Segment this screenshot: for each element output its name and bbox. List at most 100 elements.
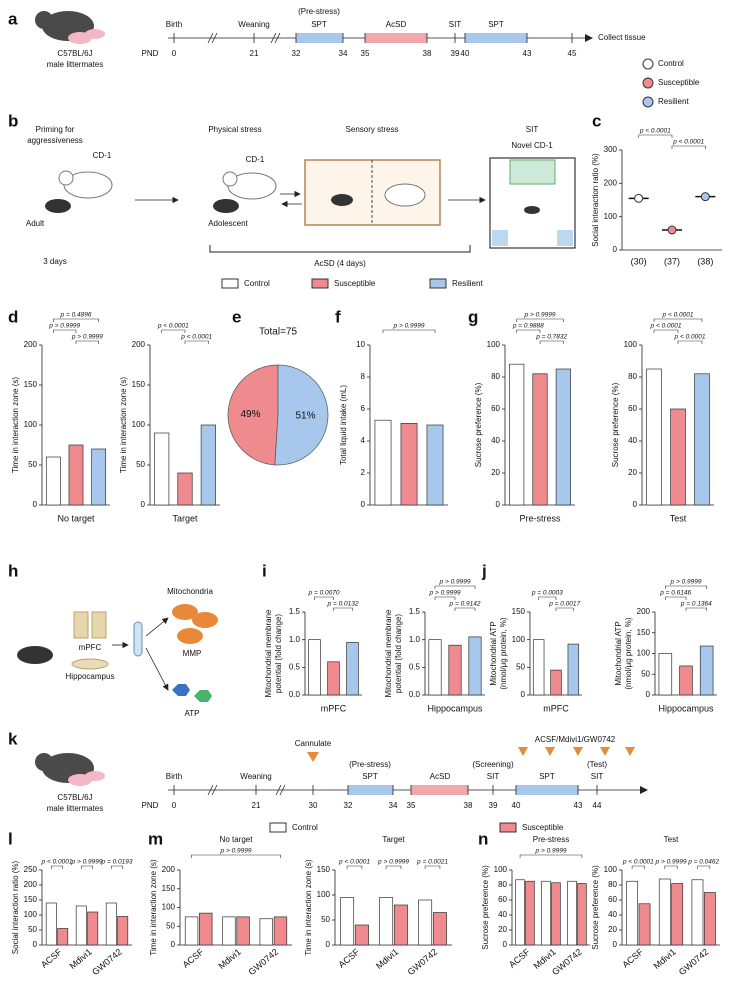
y-tick-label: 150	[24, 380, 38, 389]
bar	[670, 408, 686, 506]
panel-label: d	[8, 307, 18, 326]
bar	[694, 373, 710, 506]
bar	[703, 892, 716, 946]
end-label: Collect tissue	[598, 33, 646, 42]
legend-label: Susceptible	[658, 78, 700, 87]
p-value: p > 0.9999	[655, 859, 687, 866]
y-tick-label: 150	[162, 884, 176, 893]
p-value: p > 0.9999	[439, 579, 471, 586]
y-axis-label: Sucrose preference (%)	[474, 382, 483, 467]
y-axis-label: Mitochondrial membrane	[264, 609, 273, 698]
diagram-text: Adolescent	[208, 219, 248, 228]
x-axis-label: mPFC	[321, 703, 347, 713]
event-label: Birth	[166, 772, 182, 781]
bar	[327, 661, 340, 696]
significance-bracket	[671, 145, 706, 149]
y-tick-label: 150	[24, 895, 38, 904]
significance-bracket	[677, 340, 703, 344]
diagram-text: AcSD (4 days)	[314, 259, 366, 268]
p-value: p < 0.0001	[674, 334, 706, 341]
diagram-text: 3 days	[43, 257, 67, 266]
diagram-h	[17, 604, 218, 702]
bar	[91, 448, 107, 506]
x-tick-label: (37)	[664, 256, 680, 266]
y-axis-label: Social interaction ratio (%)	[11, 860, 20, 954]
p-value: p < 0.0001	[650, 323, 682, 330]
significance-bracket	[653, 329, 679, 333]
event-label: Birth	[166, 20, 182, 29]
legend-marker	[499, 822, 517, 833]
legend-marker	[429, 278, 447, 289]
bar	[551, 882, 561, 946]
significance-bracket	[539, 340, 564, 344]
p-value: p = 0.7832	[535, 334, 567, 341]
legend-label: Resilient	[658, 97, 689, 106]
bar	[646, 368, 662, 506]
y-tick-label: 200	[24, 340, 38, 349]
p-value: p = 0.0021	[416, 859, 448, 866]
significance-bracket	[434, 585, 476, 589]
significance-bracket	[664, 865, 678, 869]
bar	[567, 643, 580, 696]
bar	[525, 880, 535, 946]
diagram-text: Priming for	[36, 125, 75, 134]
y-tick-label: 60	[498, 895, 507, 904]
day-label: 39	[489, 801, 498, 810]
p-value: p > 0.9999	[48, 323, 80, 330]
y-tick-label: 0	[33, 500, 38, 509]
y-axis-label: Mitochondrial ATP	[489, 621, 498, 685]
note-label: (Test)	[587, 760, 607, 769]
event-label: AcSD	[386, 20, 407, 29]
diagram-text: Physical stress	[208, 125, 261, 134]
x-tick-label: GW0742	[90, 947, 124, 977]
y-tick-label: 0	[141, 500, 146, 509]
bar	[75, 905, 87, 946]
x-tick-label: ACSF	[507, 946, 532, 969]
p-value: p > 0.9999	[220, 848, 252, 855]
y-tick-label: 60	[491, 404, 500, 413]
y-tick-label: 300	[604, 145, 618, 154]
p-value: p = 0.0070	[308, 590, 340, 597]
legend-marker	[642, 77, 654, 89]
mean-dot	[634, 193, 644, 203]
y-tick-label: 100	[317, 890, 331, 899]
bar	[448, 644, 462, 696]
strain-label: C57BL/6J	[57, 49, 92, 58]
y-tick-label: 100	[637, 649, 651, 658]
significance-bracket	[161, 329, 186, 333]
y-tick-label: 100	[604, 212, 618, 221]
day-label: 34	[389, 801, 398, 810]
diagram-text: Sensory stress	[346, 125, 399, 134]
bar	[273, 916, 288, 946]
bar	[577, 883, 587, 946]
bar	[346, 642, 359, 696]
significance-bracket	[53, 329, 77, 333]
diagram-text: MMP	[183, 649, 202, 658]
y-tick-label: 80	[491, 372, 500, 381]
significance-bracket	[665, 596, 687, 600]
y-tick-label: 40	[491, 436, 500, 445]
y-tick-label: 50	[516, 662, 525, 671]
y-tick-label: 200	[604, 178, 618, 187]
y-axis-label: Sucrose preference (%)	[591, 865, 600, 950]
y-tick-label: 150	[637, 628, 651, 637]
significance-bracket	[516, 329, 541, 333]
bar	[515, 879, 525, 946]
timeline-label: PND	[142, 801, 159, 810]
day-label: 0	[172, 49, 177, 58]
day-label: 38	[423, 49, 432, 58]
diagram-text: CD-1	[246, 155, 265, 164]
p-value: p > 0.9999	[393, 323, 425, 330]
significance-bracket	[697, 865, 711, 869]
x-axis-label: Hippocampus	[427, 703, 483, 713]
bar	[374, 419, 392, 506]
event-label: SPT	[539, 772, 555, 781]
significance-bracket	[434, 596, 456, 600]
y-tick-label: 0	[503, 940, 508, 949]
p-value: p = 0.0132	[327, 601, 359, 608]
pie-slice	[227, 364, 279, 466]
y-axis-label: Time in interaction zone (s)	[11, 377, 20, 474]
x-tick-label: (38)	[697, 256, 713, 266]
p-value: p = 0.0017	[548, 601, 580, 608]
